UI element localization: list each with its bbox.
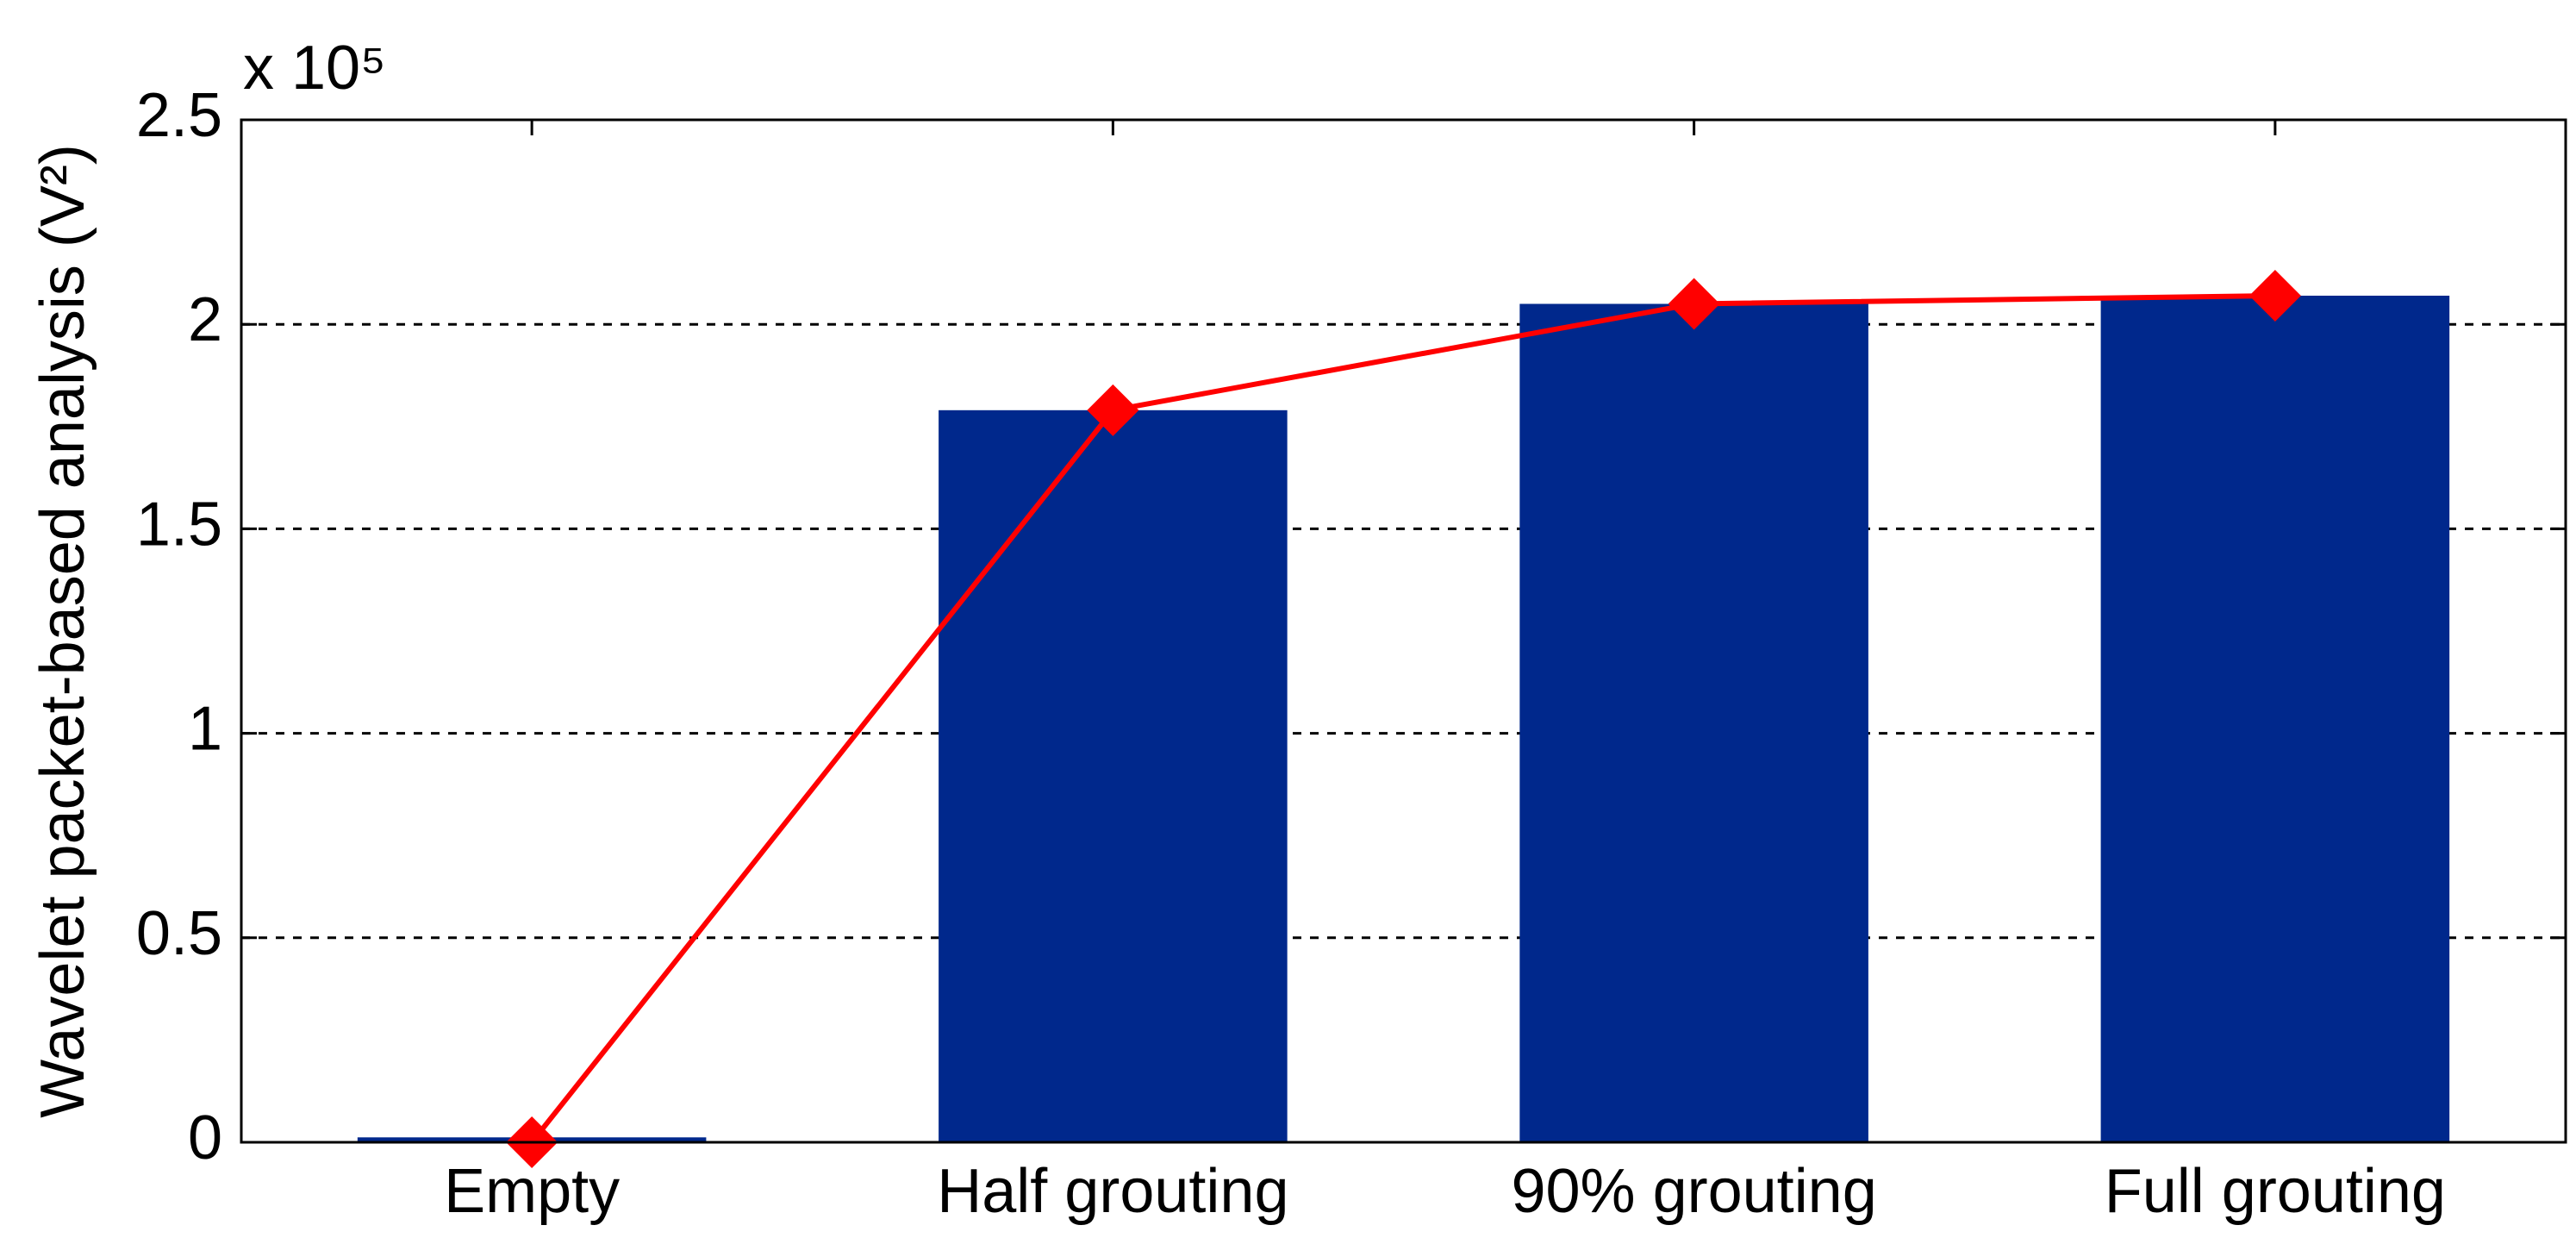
marker: [1668, 278, 1720, 330]
y-tick-label: 1.5: [136, 490, 222, 559]
x-tick-label: 90% grouting: [1511, 1157, 1876, 1226]
marker: [1087, 384, 1139, 436]
y-tick-label: 1: [188, 695, 222, 764]
y-tick-label: 0: [188, 1103, 222, 1172]
y-tick-label: 0.5: [136, 899, 222, 968]
x-tick-label: Half grouting: [937, 1157, 1288, 1226]
x-tick-label: Empty: [444, 1157, 620, 1226]
x-tick-label: Full grouting: [2105, 1157, 2446, 1226]
marker: [2249, 269, 2301, 322]
y-tick-label: 2: [188, 285, 222, 354]
plot-frame: [240, 118, 2567, 1144]
line: [529, 292, 2275, 1144]
bar: [1519, 303, 1868, 1143]
y-axis-label: Wavelet packet-based analysis (V²): [28, 144, 97, 1118]
bar: [2100, 295, 2450, 1142]
bar: [939, 409, 1288, 1143]
y-tick-label: 2.5: [136, 81, 222, 150]
y-multiplier: x 10⁵: [243, 34, 386, 103]
